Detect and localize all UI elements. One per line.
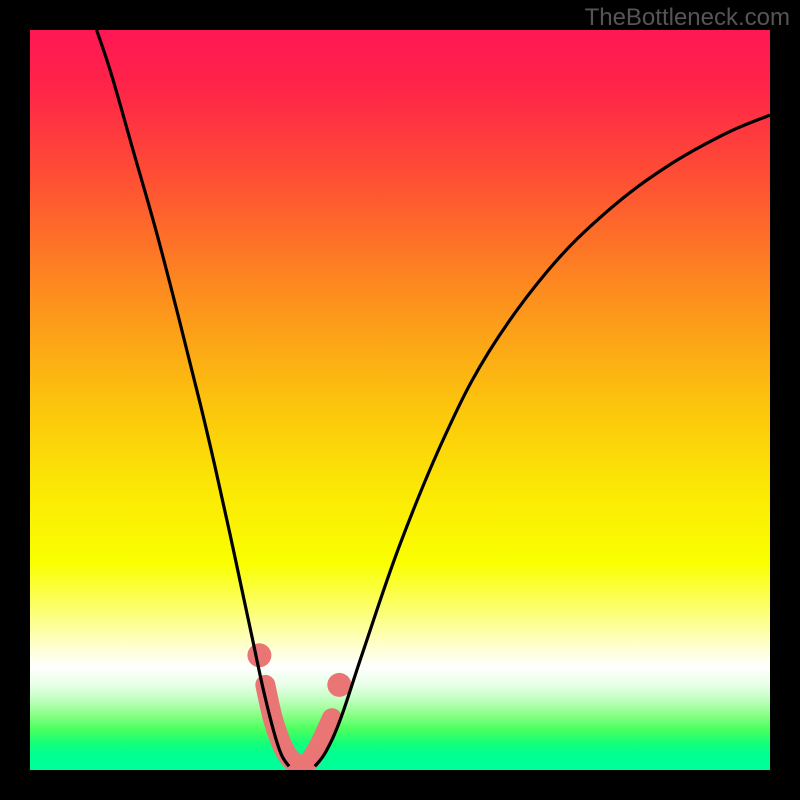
gradient-background	[30, 30, 770, 770]
plot-area	[30, 30, 770, 770]
chart-container: TheBottleneck.com	[0, 0, 800, 800]
chart-svg	[30, 30, 770, 770]
watermark-text: TheBottleneck.com	[585, 4, 790, 32]
marker-dot	[247, 643, 271, 667]
